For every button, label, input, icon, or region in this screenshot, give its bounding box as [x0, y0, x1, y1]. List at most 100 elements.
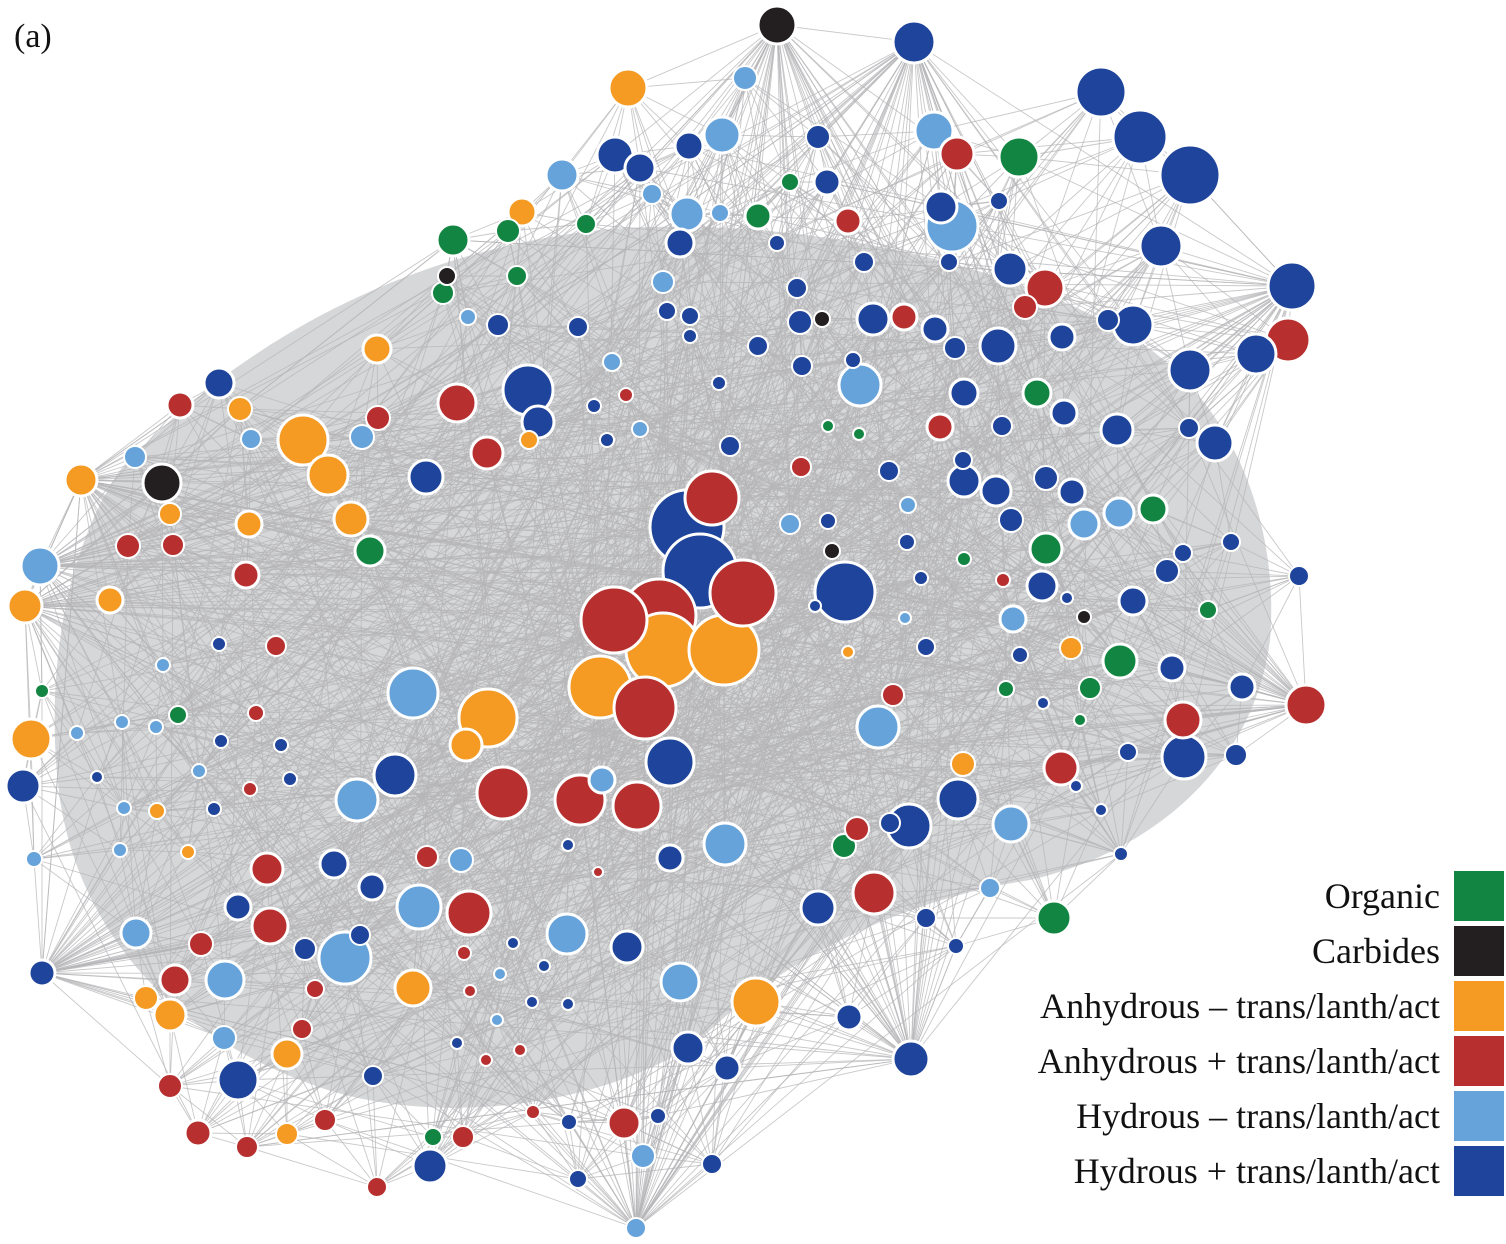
- edge: [776, 181, 791, 244]
- node-hyd-minus: [602, 352, 622, 372]
- node-hyd-plus: [879, 812, 901, 834]
- node-hyd-minus: [334, 777, 380, 823]
- node-anh-plus: [366, 1176, 388, 1198]
- edge: [24, 605, 257, 714]
- node-anh-minus: [148, 802, 166, 820]
- node-anh-plus: [469, 435, 505, 471]
- edge: [432, 1111, 534, 1138]
- node-organic: [743, 201, 773, 231]
- edge: [41, 417, 379, 974]
- edge: [255, 285, 1293, 714]
- node-hyd-plus: [1099, 412, 1135, 448]
- edge: [910, 597, 1068, 1060]
- node-hyd-minus: [114, 714, 130, 730]
- node-hyd-minus: [119, 916, 153, 950]
- edge: [1188, 427, 1307, 706]
- edge: [24, 605, 1091, 689]
- node-anh-plus: [158, 963, 192, 997]
- edge: [729, 445, 891, 824]
- node-hyd-minus: [998, 604, 1028, 634]
- edge: [496, 973, 501, 1021]
- legend-label-hydrous-plus: Hydrous + trans/lanth/act: [1073, 1150, 1440, 1191]
- node-hyd-plus: [1094, 803, 1108, 817]
- node-hyd-plus: [979, 474, 1013, 508]
- edge: [24, 605, 891, 824]
- node-anh-plus: [456, 945, 472, 961]
- node-hyd-plus: [567, 316, 589, 338]
- node-hyd-plus: [898, 533, 916, 551]
- node-organic: [997, 680, 1015, 698]
- edge: [80, 479, 326, 1121]
- node-anh-plus: [938, 135, 976, 173]
- legend-label-organic: Organic: [1324, 875, 1440, 916]
- node-hyd-plus: [786, 277, 808, 299]
- edge: [755, 1001, 912, 1060]
- node-anh-plus: [165, 390, 195, 420]
- node-hyd-plus: [362, 1065, 384, 1087]
- node-hyd-plus: [978, 326, 1018, 366]
- edge: [304, 24, 778, 950]
- edge: [24, 345, 999, 607]
- edge: [719, 212, 778, 244]
- edge: [187, 851, 570, 1123]
- node-hyd-plus: [855, 301, 891, 337]
- edge: [344, 704, 1307, 959]
- node-hyd-minus: [899, 496, 917, 514]
- node-hyd-plus: [372, 752, 418, 798]
- edge: [198, 770, 912, 1060]
- edge: [721, 134, 1243, 688]
- node-hyd-plus: [1160, 733, 1208, 781]
- edge: [1182, 552, 1300, 577]
- edge: [24, 392, 965, 607]
- edge: [119, 704, 1307, 851]
- edge: [39, 382, 720, 567]
- edge: [776, 24, 1168, 572]
- node-hyd-plus: [853, 251, 875, 273]
- node-hyd-plus: [878, 460, 900, 482]
- node-hyd-plus: [787, 309, 813, 335]
- node-hyd-plus: [812, 167, 842, 197]
- edge: [669, 660, 1121, 763]
- node-hyd-plus: [211, 636, 227, 652]
- edge: [161, 392, 965, 484]
- edge: [635, 550, 833, 1229]
- edge: [255, 318, 874, 714]
- edge: [532, 1111, 637, 1229]
- node-carbides: [141, 462, 183, 504]
- edge: [24, 600, 1134, 607]
- edge: [688, 145, 1293, 287]
- edge: [33, 792, 504, 860]
- edge: [96, 776, 291, 780]
- node-anh-minus: [227, 396, 253, 422]
- node-anh-plus: [247, 704, 265, 722]
- edge: [22, 785, 121, 851]
- node-hyd-plus: [644, 736, 696, 788]
- node-anh-plus: [790, 456, 812, 478]
- edge: [776, 24, 791, 525]
- edge: [852, 328, 936, 361]
- edge: [856, 285, 1293, 830]
- edge: [1005, 687, 1091, 690]
- node-hyd-minus: [641, 183, 663, 205]
- edge: [686, 24, 778, 528]
- edge: [39, 548, 1047, 567]
- node-hyd-plus: [1224, 743, 1248, 767]
- edge: [662, 281, 1293, 287]
- edge: [123, 726, 157, 809]
- node-hyd-plus: [1117, 585, 1149, 617]
- legend-item-hydrous-minus: Hydrous – trans/lanth/act: [944, 1088, 1504, 1143]
- edge: [250, 392, 1038, 440]
- edge: [39, 565, 164, 666]
- edge: [80, 206, 942, 481]
- edge: [39, 565, 125, 809]
- edge: [1002, 285, 1293, 581]
- edge: [907, 245, 1162, 506]
- legend-swatch-carbides: [1454, 925, 1504, 976]
- edge: [169, 513, 247, 576]
- edge: [1089, 687, 1129, 753]
- node-organic: [1137, 493, 1169, 525]
- edge: [197, 704, 1307, 1134]
- edge: [145, 997, 912, 1060]
- node-hyd-plus: [282, 771, 298, 787]
- node-hyd-plus: [357, 872, 387, 902]
